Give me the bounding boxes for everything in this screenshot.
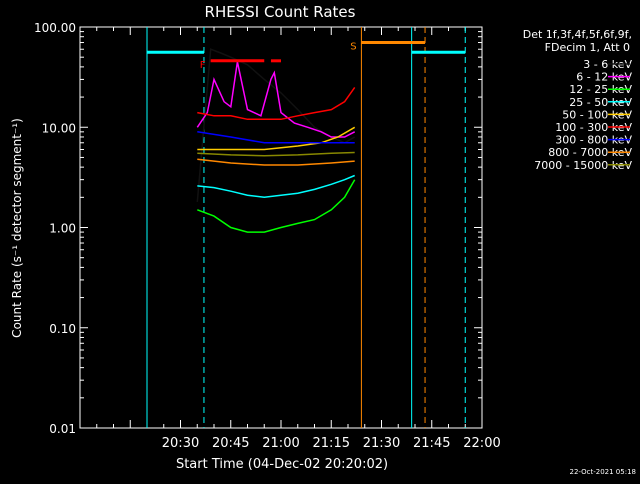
legend-entry-label: 800 - 7000 keV: [548, 146, 632, 159]
footer-timestamp: 22-Oct-2021 05:18: [570, 468, 636, 476]
legend-entry-label: 100 - 300 keV: [555, 121, 632, 134]
series-line: [196, 61, 356, 138]
series-line: [197, 174, 355, 199]
legend-entry-label: 50 - 100 keV: [562, 108, 632, 121]
legend-entry-label: 7000 - 15000 keV: [534, 159, 632, 172]
y-tick-label: 0.10: [49, 322, 76, 336]
x-tick-label: 20:45: [212, 436, 249, 451]
legend-entry-label: 300 - 800 keV: [555, 134, 632, 147]
x-tick-label: 22:00: [463, 436, 500, 451]
x-tick-label: 20:30: [162, 436, 199, 451]
legend-entry-label: 3 - 6 keV: [583, 58, 632, 71]
legend-header-line-1: Det 1f,3f,4f,5f,6f,9f,: [523, 28, 632, 41]
legend-header-line-2: FDecim 1, Att 0: [545, 41, 630, 54]
y-tick-label: 100.00: [34, 21, 76, 35]
series-line: [197, 126, 356, 151]
series-line: [197, 86, 356, 121]
legend-entry-label: 25 - 50 keV: [569, 96, 632, 109]
y-tick-label: 10.00: [42, 121, 76, 135]
series-line: [197, 179, 356, 233]
x-axis-label: Start Time (04-Dec-02 20:20:02): [176, 457, 388, 472]
chart-title: RHESSI Count Rates: [205, 3, 356, 21]
series-line: [197, 151, 355, 157]
y-tick-label: 1.00: [49, 222, 76, 236]
plot-area: 100.00 10.00 1.00 0.10 0.01 20:30 20:45 21:00 21…: [34, 21, 501, 451]
legend-entry-label: 6 - 12 keV: [576, 71, 632, 84]
series-line: [197, 158, 355, 166]
series-line: [197, 131, 355, 144]
x-tick-label: 21:15: [313, 436, 350, 451]
flag-label: F: [200, 60, 206, 71]
y-axis-label: Count Rate (s⁻¹ detector segment⁻¹): [10, 118, 24, 338]
y-tick-label: 0.01: [49, 422, 76, 436]
flag-label: S: [350, 42, 356, 53]
legend-entry-label: 12 - 25 keV: [569, 83, 632, 96]
x-tick-label: 21:45: [413, 436, 450, 451]
x-tick-label: 21:00: [262, 436, 299, 451]
x-tick-label: 21:30: [363, 436, 400, 451]
